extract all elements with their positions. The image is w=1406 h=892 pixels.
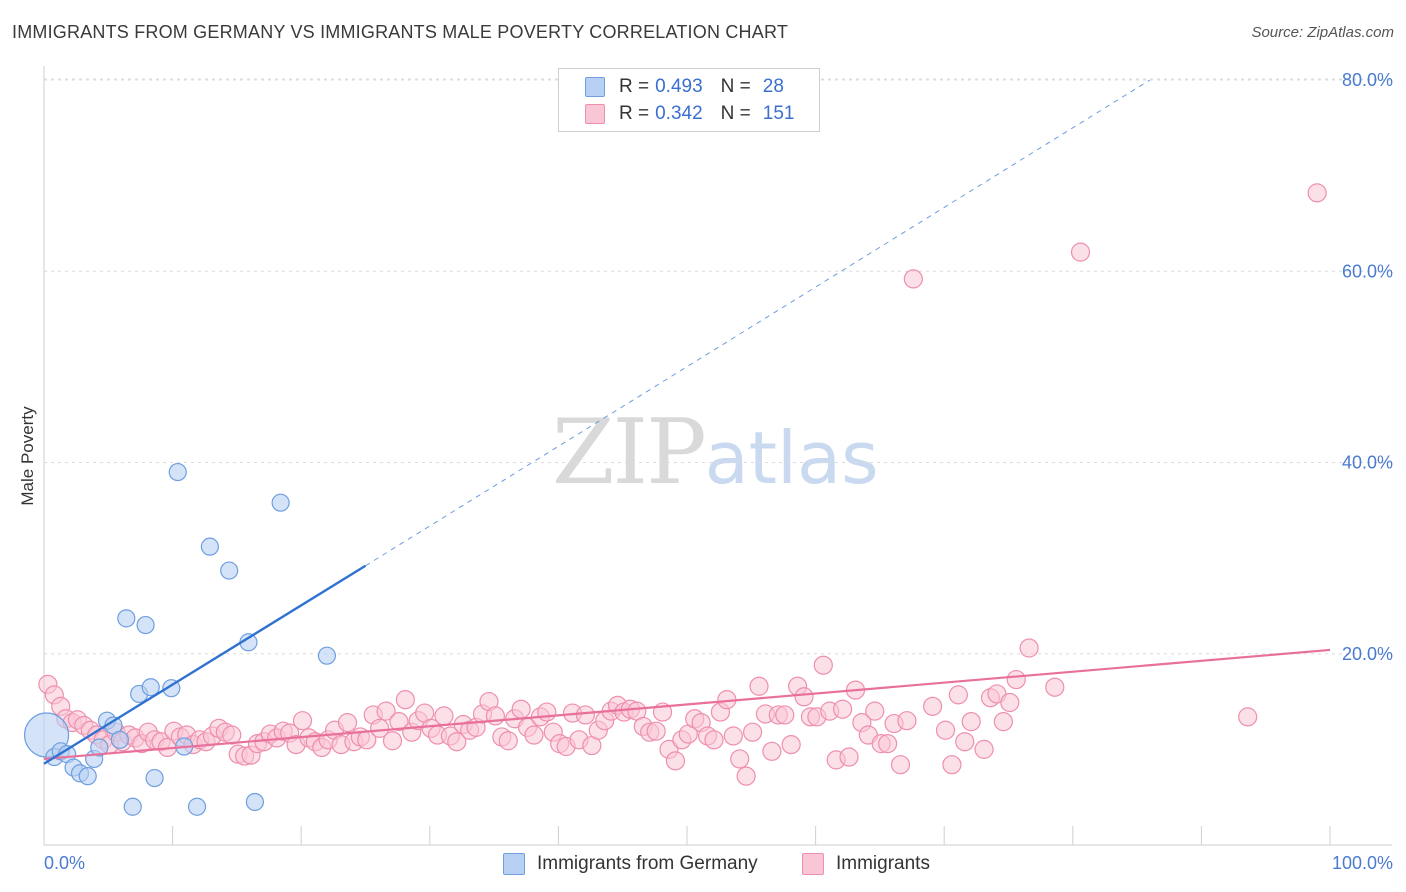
data-point-immigrants	[447, 732, 467, 752]
data-point-germany	[317, 646, 337, 665]
data-point-immigrants	[923, 696, 943, 716]
data-point-immigrants	[955, 732, 975, 752]
data-point-immigrants	[370, 718, 390, 738]
data-point-immigrants	[1045, 677, 1065, 697]
data-point-immigrants	[794, 687, 814, 707]
data-point-immigrants	[524, 725, 544, 745]
data-point-germany	[110, 730, 129, 749]
data-point-immigrants	[865, 701, 885, 721]
bottom-legend-immigrants: Immigrants	[802, 852, 930, 876]
legend-n-value: 151	[762, 103, 795, 124]
data-point-immigrants	[292, 711, 313, 731]
data-point-immigrants	[781, 734, 801, 755]
watermark-zip: ZIP	[552, 400, 707, 505]
data-point-germany	[136, 615, 155, 635]
data-point-immigrants	[222, 725, 242, 745]
y-tick-label: 60.0%	[1342, 261, 1393, 281]
watermark-atlas: atlas	[704, 416, 879, 500]
data-point-immigrants	[337, 712, 358, 733]
data-point-immigrants	[935, 720, 956, 740]
x-tick-label: 0.0%	[44, 853, 85, 873]
data-point-germany	[168, 462, 187, 482]
legend-n-value: 28	[762, 76, 784, 97]
legend-n-label: N =	[720, 103, 751, 124]
data-point-immigrants	[1307, 183, 1327, 203]
data-point-immigrants	[704, 730, 724, 750]
data-point-immigrants	[736, 766, 756, 786]
data-point-immigrants	[1006, 669, 1026, 690]
data-point-germany	[271, 493, 290, 512]
y-tick-label: 40.0%	[1342, 453, 1393, 473]
data-point-immigrants	[395, 690, 415, 710]
data-point-germany	[187, 797, 207, 816]
data-point-immigrants	[749, 676, 769, 696]
data-point-immigrants	[948, 685, 968, 705]
data-point-immigrants	[511, 699, 531, 719]
data-point-immigrants	[762, 741, 782, 761]
data-point-germany	[90, 738, 109, 757]
bottom-legend-swatch-immigrants	[802, 853, 824, 875]
data-point-immigrants	[813, 655, 833, 675]
data-point-immigrants	[839, 747, 859, 767]
bottom-legend-label-immigrants: Immigrants	[836, 853, 930, 874]
data-point-immigrants	[1019, 638, 1039, 658]
data-point-immigrants	[890, 755, 911, 775]
x-tick-label: 100.0%	[1332, 853, 1393, 873]
data-point-immigrants	[775, 705, 795, 725]
watermark: ZIPatlas	[552, 400, 879, 505]
data-point-immigrants	[434, 706, 454, 726]
bottom-legend-germany: Immigrants from Germany	[503, 852, 758, 876]
data-point-immigrants	[389, 712, 409, 732]
legend-row-germany: R = 0.493 N = 28	[585, 75, 784, 99]
data-point-immigrants	[1238, 707, 1258, 727]
data-point-germany	[78, 767, 97, 786]
data-point-immigrants	[730, 749, 750, 769]
legend-r-value: 0.342	[655, 103, 703, 124]
data-point-immigrants	[942, 755, 962, 775]
data-point-immigrants	[376, 701, 396, 721]
bottom-legend-label-germany: Immigrants from Germany	[537, 853, 758, 874]
data-point-immigrants	[897, 711, 917, 731]
data-point-germany	[220, 561, 239, 580]
legend-swatch-immigrants	[585, 104, 605, 124]
legend-r-label: R =	[619, 76, 650, 97]
data-point-immigrants	[537, 702, 557, 722]
data-point-immigrants	[665, 751, 686, 771]
bottom-legend-swatch-germany	[503, 853, 525, 875]
trendline-germany-extrapolated	[365, 79, 1151, 567]
data-point-germany	[123, 797, 142, 816]
data-point-immigrants	[742, 722, 763, 742]
data-point-immigrants	[1000, 692, 1020, 713]
data-point-immigrants	[723, 726, 743, 746]
data-point-immigrants	[382, 731, 403, 751]
data-point-immigrants	[993, 712, 1013, 732]
legend-row-immigrants: R = 0.342 N = 151	[585, 102, 794, 126]
legend-r-value: 0.493	[655, 76, 703, 97]
y-tick-label: 80.0%	[1342, 70, 1393, 90]
data-point-immigrants	[903, 269, 923, 289]
trendline-immigrants	[43, 648, 1331, 761]
data-point-germany	[117, 609, 136, 628]
legend-swatch-germany	[585, 77, 605, 97]
trendline-germany	[43, 564, 367, 765]
chart-source: Source: ZipAtlas.com	[1251, 24, 1394, 41]
y-tick-label: 20.0%	[1342, 644, 1393, 664]
data-point-germany	[245, 792, 265, 812]
stats-legend: R = 0.493 N = 28 R = 0.342 N = 151	[558, 68, 820, 132]
data-point-immigrants	[646, 721, 666, 741]
data-point-immigrants	[498, 731, 518, 751]
legend-r-label: R =	[619, 103, 650, 124]
data-point-immigrants	[974, 739, 994, 759]
data-point-germany	[145, 768, 164, 788]
data-point-immigrants	[575, 705, 596, 725]
chart-title: IMMIGRANTS FROM GERMANY VS IMMIGRANTS MA…	[12, 22, 789, 42]
data-point-immigrants	[878, 734, 898, 754]
data-point-germany	[200, 537, 219, 556]
data-point-immigrants	[961, 712, 981, 732]
legend-n-label: N =	[720, 76, 751, 97]
data-point-immigrants	[1070, 242, 1091, 262]
data-point-immigrants	[833, 699, 853, 719]
data-point-germany	[141, 678, 160, 697]
